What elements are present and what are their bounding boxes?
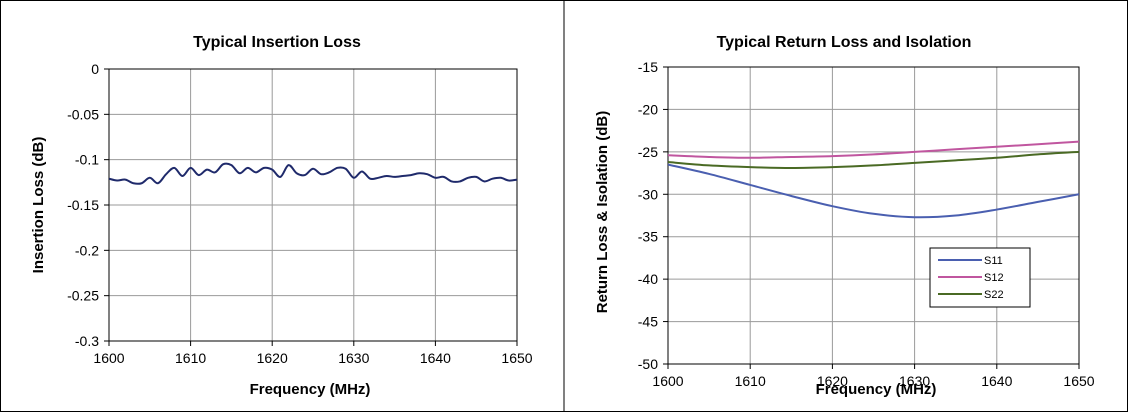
y-tick-label: -0.25 bbox=[67, 288, 99, 304]
x-axis-label-insertion-loss: Frequency (MHz) bbox=[250, 381, 371, 398]
x-tick-label: 1650 bbox=[1063, 373, 1094, 389]
y-axis-label-return-loss: Return Loss & Isolation (dB) bbox=[594, 111, 611, 314]
y-axis-label-insertion-loss: Insertion Loss (dB) bbox=[30, 137, 47, 274]
y-tick-label: -35 bbox=[638, 229, 658, 245]
x-tick-label: 1620 bbox=[257, 350, 288, 366]
plot-insertion-loss: 1600 1610 1620 1630 1640 1650 0 -0.05 -0.1 -0.15 -… bbox=[67, 61, 533, 366]
legend-label-s22: S22 bbox=[984, 289, 1004, 301]
y-tick-label: -20 bbox=[638, 101, 658, 117]
x-tick-label: 1610 bbox=[175, 350, 206, 366]
series-line-s22 bbox=[668, 150, 1079, 169]
series-line-s11 bbox=[668, 163, 1079, 219]
plot-return-loss: 1600 1610 1620 1630 1640 1650 -15 -20 -25 -30 -35 -… bbox=[638, 59, 1095, 389]
series-line-s12 bbox=[668, 140, 1079, 159]
y-tick-label: -50 bbox=[638, 356, 658, 372]
y-tick-label: 0 bbox=[91, 61, 99, 77]
chart-title-insertion-loss: Typical Insertion Loss bbox=[193, 34, 361, 51]
y-tick-label: -30 bbox=[638, 186, 658, 202]
x-tick-label: 1600 bbox=[93, 350, 124, 366]
chart-title-return-loss: Typical Return Loss and Isolation bbox=[717, 34, 972, 51]
x-tick-label: 1640 bbox=[420, 350, 451, 366]
x-axis-label-return-loss: Frequency (MHz) bbox=[816, 381, 937, 398]
x-tick-label: 1630 bbox=[338, 350, 369, 366]
legend-label-s12: S12 bbox=[984, 272, 1004, 284]
legend-label-s11: S11 bbox=[984, 255, 1003, 267]
x-tick-label: 1620 bbox=[817, 373, 848, 389]
y-tick-label: -15 bbox=[638, 59, 658, 75]
series-line bbox=[109, 162, 517, 185]
y-tick-label: -0.05 bbox=[67, 106, 99, 122]
x-tick-label: 1600 bbox=[652, 373, 683, 389]
plot-area-border bbox=[667, 66, 1080, 365]
x-tick-label: 1650 bbox=[501, 350, 532, 366]
y-tick-label: -0.3 bbox=[75, 333, 99, 349]
x-tick-label: 1630 bbox=[899, 373, 930, 389]
x-tick-label: 1640 bbox=[981, 373, 1012, 389]
x-tick-label: 1610 bbox=[735, 373, 766, 389]
y-tick-label: -25 bbox=[638, 144, 658, 160]
y-tick-label: -0.1 bbox=[75, 152, 99, 168]
y-tick-label: -40 bbox=[638, 271, 658, 287]
y-tick-label: -0.15 bbox=[67, 197, 99, 213]
y-tick-label: -0.2 bbox=[75, 242, 99, 258]
y-tick-label: -45 bbox=[638, 314, 658, 330]
